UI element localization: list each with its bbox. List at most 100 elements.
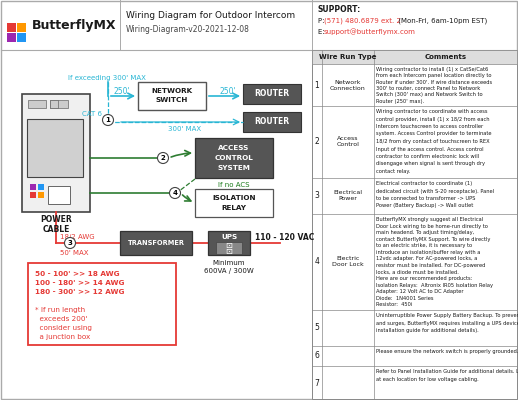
Text: 3: 3 xyxy=(67,240,73,246)
Text: RELAY: RELAY xyxy=(222,205,247,211)
Bar xyxy=(28,100,46,108)
Text: Power (Battery Backup) -> Wall outlet: Power (Battery Backup) -> Wall outlet xyxy=(376,204,473,208)
Text: Resistor:  450i: Resistor: 450i xyxy=(376,302,412,308)
Text: ROUTER: ROUTER xyxy=(254,118,290,126)
Bar xyxy=(243,84,301,104)
Text: 300' to router, connect Panel to Network: 300' to router, connect Panel to Network xyxy=(376,86,480,91)
Text: contact ButterflyMX Support. To wire directly: contact ButterflyMX Support. To wire dir… xyxy=(376,237,491,242)
Text: exceeds 200': exceeds 200' xyxy=(35,316,88,322)
Text: ButterflyMX strongly suggest all Electrical: ButterflyMX strongly suggest all Electri… xyxy=(376,217,483,222)
Bar xyxy=(120,231,192,255)
Text: resistor must be installed. For DC-powered: resistor must be installed. For DC-power… xyxy=(376,263,485,268)
Bar xyxy=(30,184,36,190)
Text: 4: 4 xyxy=(172,190,178,196)
Bar xyxy=(216,242,242,254)
Text: SWITCH: SWITCH xyxy=(156,97,188,103)
Text: locks, a diode must be installed.: locks, a diode must be installed. xyxy=(376,270,459,274)
Text: ACCESS: ACCESS xyxy=(218,145,250,151)
Text: Electrical: Electrical xyxy=(334,190,363,196)
Text: P:: P: xyxy=(318,18,327,24)
Text: disengage when signal is sent through dry: disengage when signal is sent through dr… xyxy=(376,162,485,166)
Text: 7: 7 xyxy=(314,378,320,388)
Text: Comments: Comments xyxy=(424,54,467,60)
Bar xyxy=(48,186,70,204)
Text: Isolation Relays:  Altronix IR05 Isolation Relay: Isolation Relays: Altronix IR05 Isolatio… xyxy=(376,283,493,288)
Text: Adapter: 12 Volt AC to DC Adapter: Adapter: 12 Volt AC to DC Adapter xyxy=(376,289,464,294)
Text: 600VA / 300W: 600VA / 300W xyxy=(204,268,254,274)
Text: Minimum: Minimum xyxy=(213,260,245,266)
Text: dedicated circuit (with S-20 receptacle). Panel: dedicated circuit (with S-20 receptacle)… xyxy=(376,188,494,194)
Text: Electrical contractor to coordinate (1): Electrical contractor to coordinate (1) xyxy=(376,181,472,186)
Circle shape xyxy=(103,114,113,126)
Text: Electric: Electric xyxy=(336,256,359,262)
Text: system. Access Control provider to terminate: system. Access Control provider to termi… xyxy=(376,132,492,136)
Text: Switch (300' max) and Network Switch to: Switch (300' max) and Network Switch to xyxy=(376,92,483,97)
Text: 50 - 100' >> 18 AWG: 50 - 100' >> 18 AWG xyxy=(35,271,120,277)
Text: 4: 4 xyxy=(314,258,320,266)
Bar xyxy=(208,231,250,255)
Text: contractor to confirm electronic lock will: contractor to confirm electronic lock wi… xyxy=(376,154,479,159)
Text: Wiring Diagram for Outdoor Intercom: Wiring Diagram for Outdoor Intercom xyxy=(126,12,295,20)
Text: TRANSFORMER: TRANSFORMER xyxy=(127,240,184,246)
Text: a junction box: a junction box xyxy=(35,334,90,340)
Text: 250': 250' xyxy=(113,86,131,96)
Bar xyxy=(50,100,58,108)
Text: Door Lock wiring to be home-run directly to: Door Lock wiring to be home-run directly… xyxy=(376,224,488,228)
Circle shape xyxy=(65,238,76,248)
Bar xyxy=(195,138,273,178)
Text: Door Lock: Door Lock xyxy=(332,262,364,268)
Bar xyxy=(22,94,90,212)
Text: ISOLATION: ISOLATION xyxy=(212,195,256,201)
Text: Network: Network xyxy=(335,80,361,84)
Bar xyxy=(28,263,176,345)
Bar xyxy=(38,184,44,190)
Bar xyxy=(7,23,16,32)
Text: consider using: consider using xyxy=(35,325,92,331)
Text: ⊡: ⊡ xyxy=(225,240,233,250)
Text: ROUTER: ROUTER xyxy=(254,90,290,98)
Text: 50' MAX: 50' MAX xyxy=(60,250,89,256)
Text: 180 - 300' >> 12 AWG: 180 - 300' >> 12 AWG xyxy=(35,289,124,295)
Bar xyxy=(17,33,26,42)
Bar xyxy=(7,33,16,42)
Text: 18/2 from dry contact of touchscreen to REX: 18/2 from dry contact of touchscreen to … xyxy=(376,139,490,144)
Text: Access: Access xyxy=(337,136,359,142)
Text: If exceeding 300' MAX: If exceeding 300' MAX xyxy=(68,75,146,81)
Text: Intercom touchscreen to access controller: Intercom touchscreen to access controlle… xyxy=(376,124,483,129)
Text: Connection: Connection xyxy=(330,86,366,90)
Text: ⊡: ⊡ xyxy=(225,246,233,256)
Circle shape xyxy=(169,188,180,198)
Text: (571) 480.6879 ext. 2: (571) 480.6879 ext. 2 xyxy=(324,18,401,24)
Text: Router (250' max).: Router (250' max). xyxy=(376,99,424,104)
Text: Input of the access control. Access control: Input of the access control. Access cont… xyxy=(376,146,484,152)
Text: 12vdc adapter. For AC-powered locks, a: 12vdc adapter. For AC-powered locks, a xyxy=(376,256,478,262)
Text: 6: 6 xyxy=(314,352,320,360)
Bar xyxy=(50,100,68,108)
Text: Wire Run Type: Wire Run Type xyxy=(319,54,377,60)
Bar xyxy=(27,119,83,177)
Text: POWER: POWER xyxy=(40,216,72,224)
Text: CONTROL: CONTROL xyxy=(214,155,253,161)
Text: 3: 3 xyxy=(314,192,320,200)
Text: Uninterruptible Power Supply Battery Backup. To prevent voltage drops: Uninterruptible Power Supply Battery Bac… xyxy=(376,313,518,318)
Text: 100 - 180' >> 14 AWG: 100 - 180' >> 14 AWG xyxy=(35,280,124,286)
Text: Wiring contractor to coordinate with access: Wiring contractor to coordinate with acc… xyxy=(376,109,487,114)
Bar xyxy=(312,50,517,64)
Text: 1: 1 xyxy=(106,117,110,123)
Text: ButterflyMX: ButterflyMX xyxy=(32,19,117,32)
Text: Here are our recommended products:: Here are our recommended products: xyxy=(376,276,472,281)
Text: and surges, ButterflyMX requires installing a UPS device (see panel: and surges, ButterflyMX requires install… xyxy=(376,320,518,326)
Text: introduce an isolation/buffer relay with a: introduce an isolation/buffer relay with… xyxy=(376,250,480,255)
Text: main headend. To adjust timing/delay,: main headend. To adjust timing/delay, xyxy=(376,230,474,235)
Text: 2: 2 xyxy=(161,155,165,161)
Text: E:: E: xyxy=(318,29,327,35)
Text: CABLE: CABLE xyxy=(42,224,70,234)
Text: to be connected to transformer -> UPS: to be connected to transformer -> UPS xyxy=(376,196,476,201)
Text: 18/2 AWG: 18/2 AWG xyxy=(60,234,95,240)
Text: 110 - 120 VAC: 110 - 120 VAC xyxy=(255,232,314,242)
Text: Wiring contractor to install (1) x CatSe/Cat6: Wiring contractor to install (1) x CatSe… xyxy=(376,67,488,72)
Bar xyxy=(17,23,26,32)
Text: at each location for low voltage cabling.: at each location for low voltage cabling… xyxy=(376,376,479,382)
Bar xyxy=(243,112,301,132)
Bar xyxy=(38,192,44,198)
